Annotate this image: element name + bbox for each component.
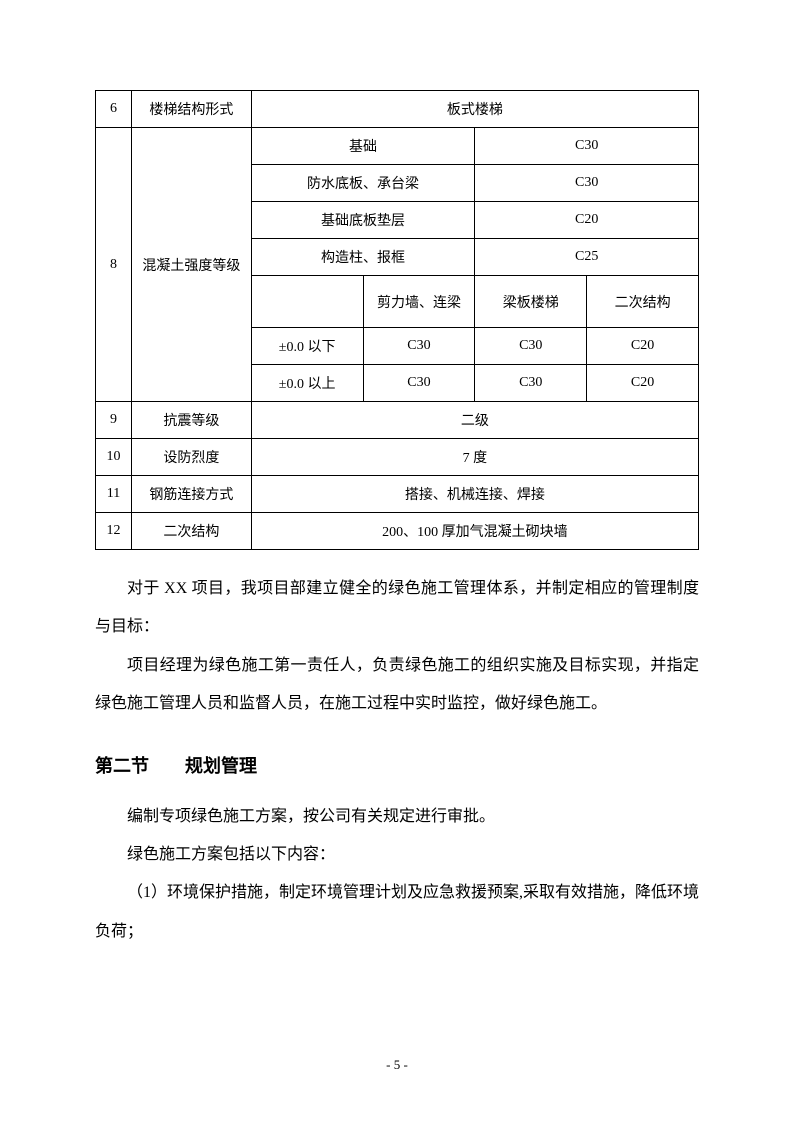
spec-table: 6 楼梯结构形式 板式楼梯 8 混凝土强度等级 基础 C30 防水底板、承台梁 … — [95, 90, 699, 550]
body-text: 编制专项绿色施工方案，按公司有关规定进行审批。 绿色施工方案包括以下内容： （1… — [95, 798, 699, 952]
table-row: 12 二次结构 200、100 厚加气混凝土砌块墙 — [96, 513, 699, 550]
cell: C30 — [475, 328, 587, 365]
paragraph: 对于 XX 项目，我项目部建立健全的绿色施工管理体系，并制定相应的管理制度与目标… — [95, 570, 699, 647]
cell: 防水底板、承台梁 — [251, 165, 475, 202]
row-number: 6 — [96, 91, 132, 128]
table-row: 10 设防烈度 7 度 — [96, 439, 699, 476]
cell: 梁板楼梯 — [475, 276, 587, 328]
cell: C30 — [475, 128, 699, 165]
row-value: 二级 — [251, 402, 698, 439]
row-value: 7 度 — [251, 439, 698, 476]
cell: C30 — [363, 365, 475, 402]
row-number: 8 — [96, 128, 132, 402]
section-heading: 第二节 规划管理 — [95, 752, 699, 778]
row-number: 11 — [96, 476, 132, 513]
paragraph: 编制专项绿色施工方案，按公司有关规定进行审批。 — [95, 798, 699, 836]
row-value: 搭接、机械连接、焊接 — [251, 476, 698, 513]
cell: 二次结构 — [587, 276, 699, 328]
row-value: 板式楼梯 — [251, 91, 698, 128]
page-number: - 5 - — [0, 1057, 794, 1073]
page-content: 6 楼梯结构形式 板式楼梯 8 混凝土强度等级 基础 C30 防水底板、承台梁 … — [0, 0, 794, 1011]
body-text: 对于 XX 项目，我项目部建立健全的绿色施工管理体系，并制定相应的管理制度与目标… — [95, 570, 699, 724]
cell: 构造柱、报框 — [251, 239, 475, 276]
cell: C30 — [475, 165, 699, 202]
row-number: 10 — [96, 439, 132, 476]
table-row: 11 钢筋连接方式 搭接、机械连接、焊接 — [96, 476, 699, 513]
row-label: 混凝土强度等级 — [131, 128, 251, 402]
paragraph: 项目经理为绿色施工第一责任人，负责绿色施工的组织实施及目标实现，并指定绿色施工管… — [95, 647, 699, 724]
table-row: 9 抗震等级 二级 — [96, 402, 699, 439]
cell: 基础 — [251, 128, 475, 165]
cell: C30 — [475, 365, 587, 402]
cell: C20 — [475, 202, 699, 239]
cell — [251, 276, 363, 328]
cell: C20 — [587, 328, 699, 365]
row-label: 抗震等级 — [131, 402, 251, 439]
cell: C25 — [475, 239, 699, 276]
row-label: 楼梯结构形式 — [131, 91, 251, 128]
row-value: 200、100 厚加气混凝土砌块墙 — [251, 513, 698, 550]
cell: ±0.0 以下 — [251, 328, 363, 365]
paragraph: （1）环境保护措施，制定环境管理计划及应急救援预案,采取有效措施，降低环境负荷； — [95, 874, 699, 951]
row-number: 9 — [96, 402, 132, 439]
row-label: 二次结构 — [131, 513, 251, 550]
cell: 基础底板垫层 — [251, 202, 475, 239]
cell: C20 — [587, 365, 699, 402]
cell: C30 — [363, 328, 475, 365]
table-row: 8 混凝土强度等级 基础 C30 — [96, 128, 699, 165]
row-label: 设防烈度 — [131, 439, 251, 476]
row-label: 钢筋连接方式 — [131, 476, 251, 513]
paragraph: 绿色施工方案包括以下内容： — [95, 836, 699, 874]
table-row: 6 楼梯结构形式 板式楼梯 — [96, 91, 699, 128]
cell: ±0.0 以上 — [251, 365, 363, 402]
cell: 剪力墙、连梁 — [363, 276, 475, 328]
row-number: 12 — [96, 513, 132, 550]
